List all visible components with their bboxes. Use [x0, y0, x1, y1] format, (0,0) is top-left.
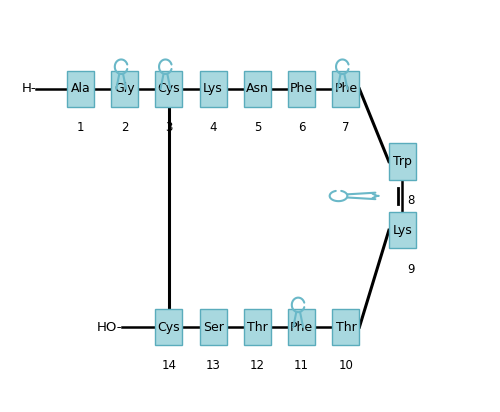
Text: Phe: Phe — [290, 82, 313, 96]
FancyBboxPatch shape — [244, 71, 271, 107]
Text: Ala: Ala — [70, 82, 90, 96]
FancyBboxPatch shape — [332, 71, 359, 107]
FancyBboxPatch shape — [111, 71, 138, 107]
FancyBboxPatch shape — [156, 71, 182, 107]
Text: 12: 12 — [250, 359, 265, 372]
Text: Lys: Lys — [392, 224, 412, 237]
FancyBboxPatch shape — [288, 309, 315, 345]
Text: 5: 5 — [254, 121, 261, 134]
Text: Phe: Phe — [334, 82, 357, 96]
Text: 2: 2 — [121, 121, 128, 134]
FancyBboxPatch shape — [389, 143, 416, 180]
FancyBboxPatch shape — [67, 71, 94, 107]
Text: Cys: Cys — [158, 82, 180, 96]
Text: Thr: Thr — [336, 321, 356, 334]
Text: 4: 4 — [210, 121, 217, 134]
Text: Phe: Phe — [290, 321, 313, 334]
FancyBboxPatch shape — [200, 309, 226, 345]
FancyBboxPatch shape — [288, 71, 315, 107]
Text: Trp: Trp — [393, 155, 412, 168]
Text: 7: 7 — [342, 121, 349, 134]
FancyBboxPatch shape — [156, 309, 182, 345]
Text: Lys: Lys — [203, 82, 223, 96]
Text: Asn: Asn — [246, 82, 269, 96]
Text: 10: 10 — [338, 359, 353, 372]
Text: 1: 1 — [76, 121, 84, 134]
Text: HO-: HO- — [96, 321, 122, 334]
Text: H-: H- — [22, 82, 36, 96]
FancyBboxPatch shape — [389, 212, 416, 248]
FancyBboxPatch shape — [200, 71, 226, 107]
FancyBboxPatch shape — [332, 309, 359, 345]
Text: Cys: Cys — [158, 321, 180, 334]
Text: Gly: Gly — [114, 82, 135, 96]
Text: 14: 14 — [162, 359, 176, 372]
Text: Thr: Thr — [247, 321, 268, 334]
Text: 9: 9 — [408, 262, 415, 276]
Text: 13: 13 — [206, 359, 220, 372]
Text: 11: 11 — [294, 359, 309, 372]
Text: Ser: Ser — [202, 321, 224, 334]
Text: 3: 3 — [165, 121, 172, 134]
Text: 6: 6 — [298, 121, 306, 134]
Text: 8: 8 — [408, 194, 414, 207]
FancyBboxPatch shape — [244, 309, 271, 345]
